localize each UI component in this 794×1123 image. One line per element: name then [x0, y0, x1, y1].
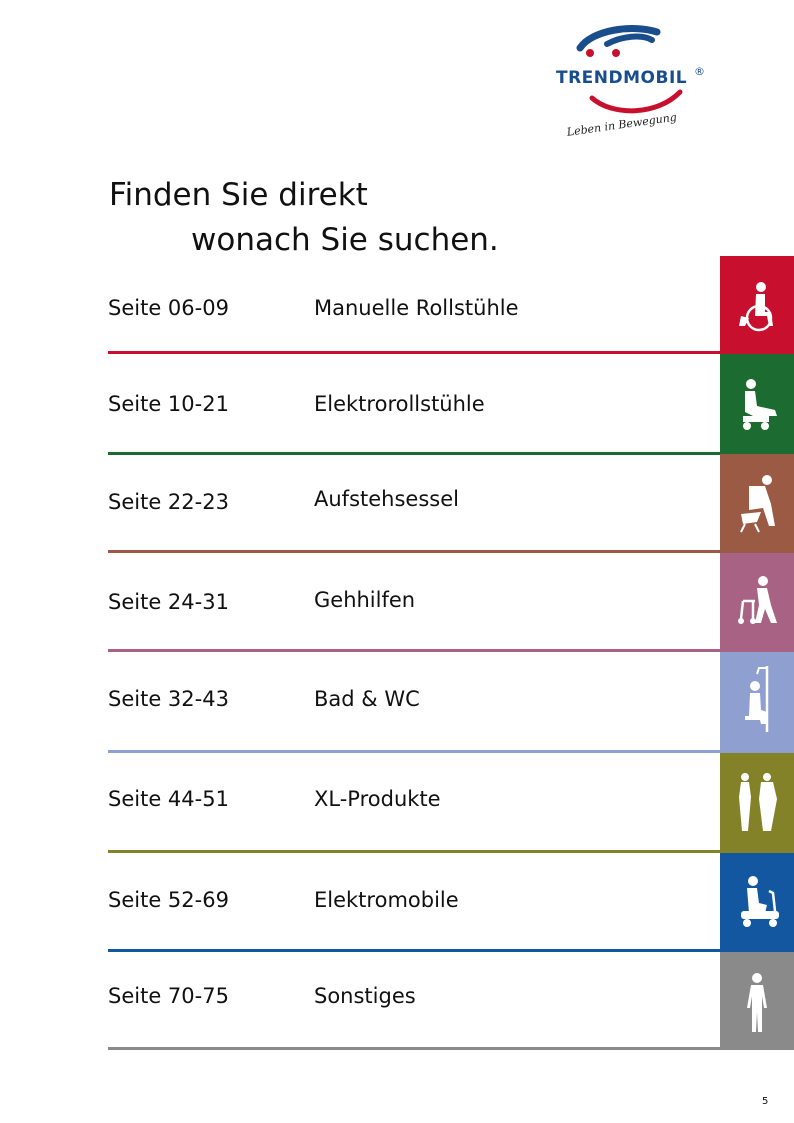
category-label: XL-Produkte — [314, 787, 441, 811]
category-row-bad-wc[interactable]: Seite 32-43 Bad & WC — [0, 652, 794, 753]
brand-logo: TRENDMOBIL ® Leben in Bewegung — [552, 20, 722, 155]
category-row-xl-produkte[interactable]: Seite 44-51 XL-Produkte — [0, 753, 794, 853]
category-label: Gehhilfen — [314, 588, 416, 612]
page-number: 5 — [762, 1096, 769, 1107]
category-row-gehhilfen[interactable]: Seite 24-31 Gehhilfen — [0, 553, 794, 652]
category-label: Elektromobile — [314, 888, 459, 912]
page-range: Seite 52-69 — [108, 888, 229, 912]
category-row-rollstuehle[interactable]: Seite 06-09 Manuelle Rollstühle — [0, 256, 794, 354]
category-row-elektromobile[interactable]: Seite 52-69 Elektromobile — [0, 853, 794, 952]
category-row-elektrorollstuehle[interactable]: Seite 10-21 Elektrorollstühle — [0, 354, 794, 455]
standing-person-icon — [747, 973, 767, 1032]
row-divider — [108, 850, 720, 853]
electric-wheelchair-icon — [743, 379, 777, 430]
page-range: Seite 70-75 — [108, 984, 229, 1008]
category-tile — [720, 354, 794, 454]
page-range: Seite 10-21 — [108, 392, 229, 416]
category-row-aufstehsessel[interactable]: Seite 22-23 Aufstehsessel — [0, 454, 794, 553]
page-range: Seite 06-09 — [108, 296, 229, 320]
page-range: Seite 44-51 — [108, 787, 229, 811]
scooter-icon — [741, 876, 779, 927]
row-divider — [108, 649, 720, 652]
category-tile — [720, 753, 794, 853]
category-label: Bad & WC — [314, 687, 420, 711]
registered-mark: ® — [694, 65, 705, 78]
lift-chair-icon — [740, 475, 775, 533]
row-divider — [108, 351, 720, 354]
page-title-line1: Finden Sie direkt — [109, 177, 368, 213]
xl-figures-icon — [739, 773, 777, 831]
row-divider — [108, 452, 720, 455]
category-tile — [720, 256, 794, 354]
page-range: Seite 24-31 — [108, 590, 229, 614]
category-tile — [720, 853, 794, 952]
page-range: Seite 32-43 — [108, 687, 229, 711]
page-title-line2: wonach Sie suchen. — [191, 222, 499, 258]
category-tile — [720, 952, 794, 1050]
walker-icon — [738, 576, 777, 624]
brand-name: TRENDMOBIL — [556, 68, 688, 88]
category-label: Aufstehsessel — [314, 487, 459, 511]
page-range: Seite 22-23 — [108, 490, 229, 514]
category-label: Sonstiges — [314, 984, 416, 1008]
category-label: Manuelle Rollstühle — [314, 296, 519, 320]
row-divider — [108, 949, 720, 952]
category-tile — [720, 454, 794, 553]
row-divider — [108, 550, 720, 553]
row-divider — [108, 750, 720, 753]
category-tile — [720, 553, 794, 652]
category-tile — [720, 652, 794, 753]
row-divider — [108, 1047, 720, 1050]
category-label: Elektrorollstühle — [314, 392, 485, 416]
logo-emblem-icon — [576, 25, 683, 114]
wheelchair-icon — [739, 282, 773, 332]
shower-seat-icon — [745, 666, 769, 732]
category-row-sonstiges[interactable]: Seite 70-75 Sonstiges — [0, 952, 794, 1050]
